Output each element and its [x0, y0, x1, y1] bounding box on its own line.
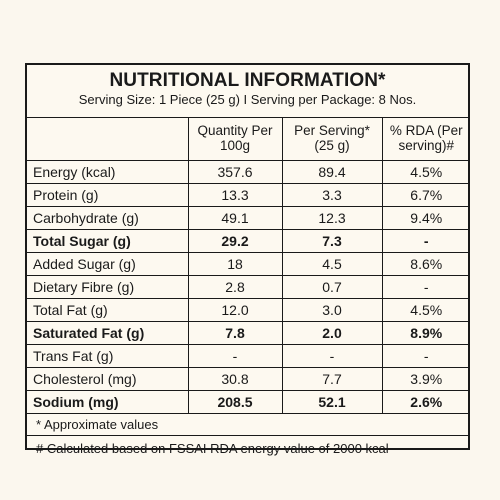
rda-cell: 4.5% — [381, 298, 470, 322]
per-100g-cell: 30.8 — [187, 367, 283, 391]
nutrient-cell: Energy (kcal) — [25, 160, 189, 184]
per-100g-cell: 49.1 — [187, 206, 283, 230]
per-100g-cell: 13.3 — [187, 183, 283, 207]
per-100g-cell: - — [187, 344, 283, 368]
nutrient-rows: Energy (kcal) 357.6 89.4 4.5% Protein (g) 13.… — [25, 160, 470, 414]
header-per-100g: Quantity Per 100g — [187, 117, 283, 161]
table-row: Energy (kcal) 357.6 89.4 4.5% — [25, 160, 470, 184]
rda-cell: - — [381, 229, 470, 253]
nutrient-cell: Cholesterol (mg) — [25, 367, 189, 391]
rda-cell: 9.4% — [381, 206, 470, 230]
panel-title: NUTRITIONAL INFORMATION* — [109, 70, 386, 91]
header-rda: % RDA (Per serving)# — [381, 117, 470, 161]
per-serving-cell: 12.3 — [281, 206, 383, 230]
table-row: Cholesterol (mg) 30.8 7.7 3.9% — [25, 367, 470, 391]
nutrient-cell: Saturated Fat (g) — [25, 321, 189, 345]
rda-cell: 6.7% — [381, 183, 470, 207]
per-100g-cell: 2.8 — [187, 275, 283, 299]
nutrient-cell: Trans Fat (g) — [25, 344, 189, 368]
footnote-approx: * Approximate values — [25, 413, 470, 436]
nutrient-cell: Protein (g) — [25, 183, 189, 207]
rda-cell: - — [381, 275, 470, 299]
serving-info: Serving Size: 1 Piece (25 g) I Serving p… — [78, 92, 417, 107]
table-row: Sodium (mg) 208.5 52.1 2.6% — [25, 390, 470, 414]
rda-cell: 8.9% — [381, 321, 470, 345]
nutrient-cell: Sodium (mg) — [25, 390, 189, 414]
per-serving-cell: - — [281, 344, 383, 368]
footnote-row: * Approximate values — [25, 413, 470, 436]
table-header-row: Quantity Per 100g Per Serving* (25 g) % … — [25, 117, 470, 161]
per-100g-cell: 29.2 — [187, 229, 283, 253]
header-per-serving: Per Serving* (25 g) — [281, 117, 383, 161]
per-serving-cell: 3.0 — [281, 298, 383, 322]
per-serving-cell: 0.7 — [281, 275, 383, 299]
per-serving-cell: 52.1 — [281, 390, 383, 414]
per-serving-cell: 7.3 — [281, 229, 383, 253]
header-nutrient — [25, 117, 189, 161]
table-row: Added Sugar (g) 18 4.5 8.6% — [25, 252, 470, 276]
table-row: Total Sugar (g) 29.2 7.3- — [25, 229, 470, 253]
footnote-row: # Calculated based on FSSAI RDA energy v… — [25, 435, 470, 460]
nutrient-cell: Total Sugar (g) — [25, 229, 189, 253]
rda-cell: 8.6% — [381, 252, 470, 276]
per-100g-cell: 208.5 — [187, 390, 283, 414]
nutrient-cell: Dietary Fibre (g) — [25, 275, 189, 299]
table-row: Carbohydrate (g) 49.1 12.3 9.4% — [25, 206, 470, 230]
rda-cell: - — [381, 344, 470, 368]
per-serving-cell: 2.0 — [281, 321, 383, 345]
per-100g-cell: 18 — [187, 252, 283, 276]
per-serving-cell: 3.3 — [281, 183, 383, 207]
footnotes: * Approximate values # Calculated based … — [25, 413, 470, 460]
table-row: Saturated Fat (g) 7.8 2.0 8.9% — [25, 321, 470, 345]
table-row: Protein (g) 13.3 3.3 6.7% — [25, 183, 470, 207]
table-row: Total Fat (g) 12.0 3.0 4.5% — [25, 298, 470, 322]
table-row: Dietary Fibre (g) 2.8 0.7- — [25, 275, 470, 299]
table-row: Trans Fat (g) - - - — [25, 344, 470, 368]
per-serving-cell: 89.4 — [281, 160, 383, 184]
per-100g-cell: 7.8 — [187, 321, 283, 345]
per-serving-cell: 4.5 — [281, 252, 383, 276]
rda-cell: 3.9% — [381, 367, 470, 391]
footnote-rda: # Calculated based on FSSAI RDA energy v… — [25, 435, 470, 460]
nutrient-cell: Carbohydrate (g) — [25, 206, 189, 230]
nutrition-table: Quantity Per 100g Per Serving* (25 g) % … — [25, 117, 470, 460]
rda-cell: 2.6% — [381, 390, 470, 414]
nutrient-cell: Added Sugar (g) — [25, 252, 189, 276]
per-serving-cell: 7.7 — [281, 367, 383, 391]
per-100g-cell: 12.0 — [187, 298, 283, 322]
nutrient-cell: Total Fat (g) — [25, 298, 189, 322]
per-100g-cell: 357.6 — [187, 160, 283, 184]
rda-cell: 4.5% — [381, 160, 470, 184]
nutrition-panel: NUTRITIONAL INFORMATION* Serving Size: 1… — [25, 63, 470, 460]
